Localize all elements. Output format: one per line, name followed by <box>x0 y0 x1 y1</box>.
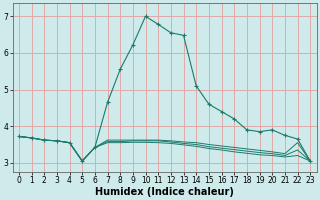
X-axis label: Humidex (Indice chaleur): Humidex (Indice chaleur) <box>95 187 234 197</box>
